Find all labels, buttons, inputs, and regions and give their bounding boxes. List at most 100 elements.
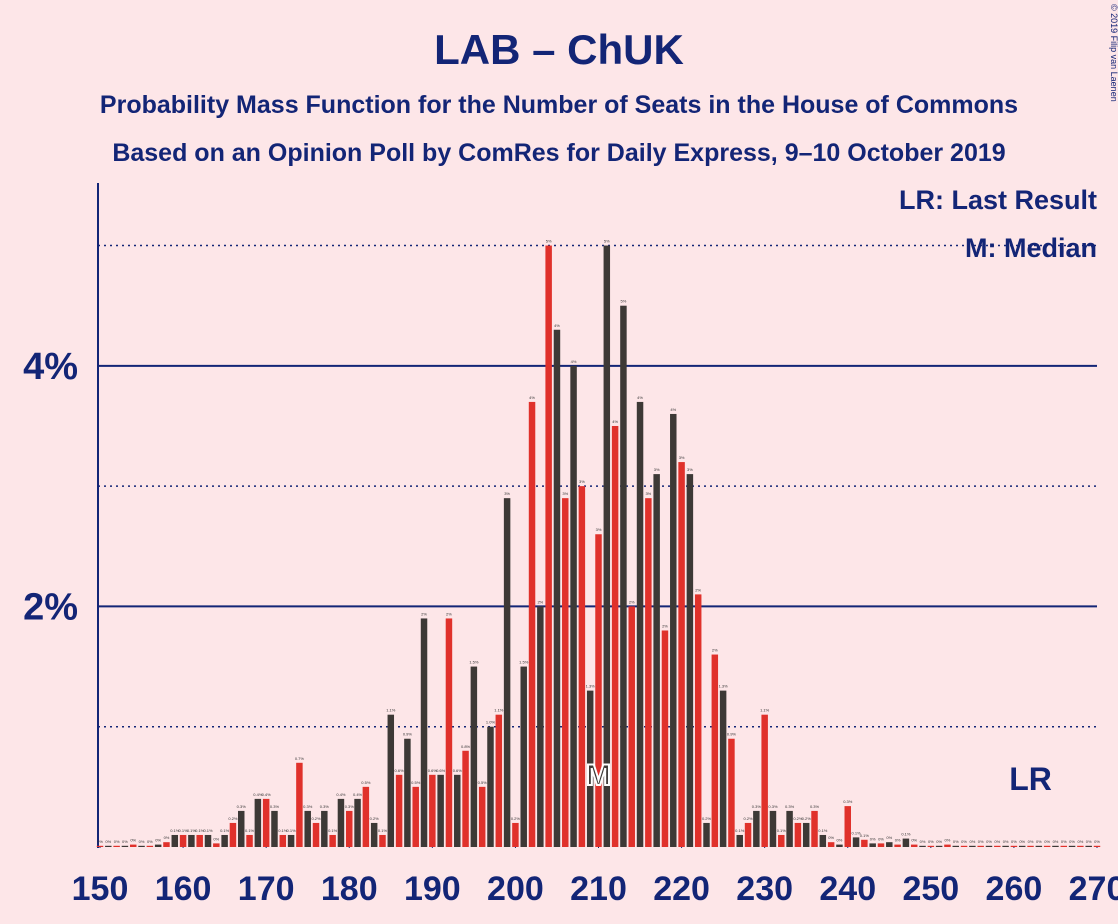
value-label: 0% — [978, 839, 984, 844]
value-label: 1.3% — [719, 684, 729, 689]
bar — [910, 844, 918, 847]
value-label: 0% — [139, 839, 145, 844]
value-label: 5% — [546, 239, 552, 244]
value-label: 3% — [596, 527, 602, 532]
value-label: 0.5% — [411, 780, 421, 785]
value-label: 0% — [953, 839, 959, 844]
bar — [454, 774, 461, 847]
value-label: 0% — [1044, 839, 1050, 844]
bar — [902, 838, 910, 847]
value-label: 4% — [670, 407, 676, 412]
bar — [470, 666, 478, 847]
bar — [321, 810, 328, 847]
bar — [154, 844, 162, 847]
bar — [487, 726, 494, 847]
x-tick-label: 190 — [404, 870, 461, 908]
bar — [1052, 845, 1059, 847]
x-tick-label: 240 — [819, 870, 876, 908]
value-label: 0% — [994, 839, 1000, 844]
value-label: 0.3% — [345, 804, 355, 809]
value-label: 0% — [828, 835, 834, 840]
bar — [146, 845, 154, 847]
bar — [778, 834, 785, 847]
bar — [794, 822, 802, 847]
bar — [437, 774, 444, 847]
value-label: 0% — [928, 839, 934, 844]
bar — [836, 844, 843, 847]
value-label: 0.2% — [370, 816, 380, 821]
bar — [96, 845, 104, 847]
bar — [960, 845, 968, 847]
value-label: 0.4% — [262, 792, 272, 797]
value-label: 2% — [712, 648, 718, 653]
value-label: 0.4% — [336, 792, 346, 797]
bar — [595, 534, 602, 847]
value-label: 0.4% — [253, 792, 263, 797]
value-label: 0.3% — [810, 804, 820, 809]
value-label: 0.1% — [187, 828, 197, 833]
bar — [927, 845, 935, 847]
value-label: 0.1% — [860, 833, 870, 838]
value-label: 0.1% — [328, 828, 338, 833]
bar — [1035, 845, 1043, 847]
bar — [611, 425, 619, 847]
value-label: 0.3% — [320, 804, 330, 809]
x-tick-label: 180 — [321, 870, 378, 908]
bar — [827, 842, 835, 847]
bar — [188, 834, 195, 847]
bar — [686, 474, 694, 847]
bar — [163, 842, 170, 847]
bar — [703, 822, 710, 847]
bar — [719, 690, 727, 847]
legend-entry: LR: Last Result — [899, 185, 1097, 215]
value-label: 0% — [114, 839, 120, 844]
bar — [503, 498, 511, 847]
bar — [379, 834, 386, 847]
bar — [1085, 845, 1092, 847]
chart-title: LAB – ChUK — [434, 26, 684, 73]
value-label: 4% — [612, 419, 618, 424]
value-label: 0.1% — [220, 828, 230, 833]
chart-subtitle: Probability Mass Function for the Number… — [100, 91, 1018, 119]
value-label: 3% — [579, 479, 585, 484]
value-label: 0.1% — [203, 828, 213, 833]
bar — [105, 845, 112, 847]
value-label: 0.1% — [179, 828, 189, 833]
value-label: 4% — [529, 395, 535, 400]
bar — [852, 837, 860, 847]
x-tick-label: 250 — [902, 870, 959, 908]
bar — [346, 810, 353, 847]
x-tick-label: 220 — [653, 870, 710, 908]
bar — [329, 834, 336, 847]
value-label: 0% — [870, 836, 876, 841]
value-label: 0.1% — [287, 828, 297, 833]
value-label: 0.6% — [453, 768, 463, 773]
bar — [221, 834, 228, 847]
bar — [1068, 845, 1076, 847]
bar — [1077, 845, 1084, 847]
bar — [129, 844, 137, 847]
bar — [620, 305, 627, 847]
value-label: 2% — [421, 611, 427, 616]
bar — [869, 843, 876, 847]
bar — [495, 714, 503, 847]
bar — [645, 498, 652, 847]
bar — [919, 845, 926, 847]
value-label: 0.3% — [237, 804, 247, 809]
median-marker: M — [586, 759, 611, 792]
bar — [1010, 845, 1018, 847]
bar — [694, 594, 702, 847]
value-label: 0.9% — [727, 732, 737, 737]
bar — [528, 401, 536, 847]
value-label: 3% — [654, 467, 660, 472]
value-label: 0.7% — [295, 756, 305, 761]
value-label: 0% — [1061, 839, 1067, 844]
bar — [969, 845, 976, 847]
value-label: 0.3% — [270, 804, 280, 809]
value-label: 2% — [537, 599, 543, 604]
bar — [412, 786, 419, 847]
value-label: 0% — [1094, 839, 1100, 844]
bar — [204, 834, 212, 847]
bar — [786, 810, 793, 847]
bar — [753, 810, 760, 847]
